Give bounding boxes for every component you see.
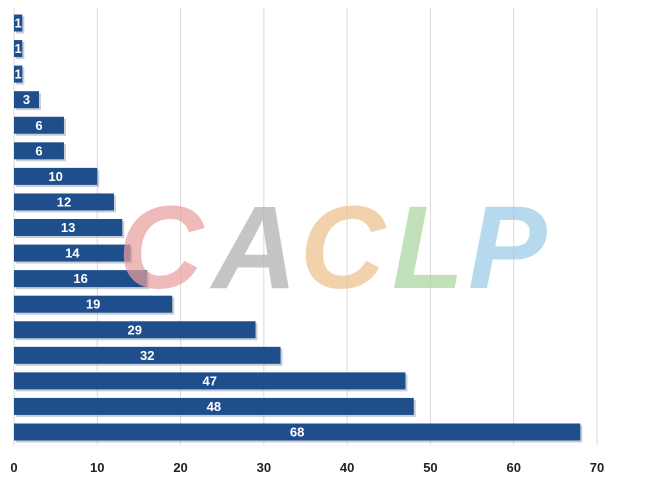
bar-5	[14, 142, 64, 160]
data-label-6: 10	[48, 169, 62, 184]
bar-12	[14, 321, 256, 339]
bar-9	[14, 244, 131, 262]
data-label-10: 16	[73, 271, 87, 286]
watermark-letter-4: P	[468, 182, 547, 314]
data-label-2: 1	[15, 67, 22, 82]
bar-16	[14, 423, 581, 441]
bar-10	[14, 270, 148, 288]
bar-1	[14, 40, 23, 58]
data-label-12: 29	[128, 322, 142, 337]
x-axis-tick-labels: 0 10 20 30 40 50 60 70	[10, 460, 604, 475]
bars	[14, 14, 583, 443]
bar-14	[14, 372, 406, 390]
bar-15	[14, 397, 414, 415]
x-tick-label-5: 50	[423, 460, 437, 475]
data-label-14: 47	[202, 373, 216, 388]
data-label-4: 6	[35, 118, 42, 133]
bar-8	[14, 219, 123, 236]
data-label-8: 13	[61, 220, 75, 235]
data-label-9: 14	[65, 246, 80, 261]
gridlines	[13, 8, 598, 445]
watermark-letter-3: L	[392, 182, 464, 314]
data-label-11: 19	[86, 297, 100, 312]
data-label-16: 68	[290, 425, 304, 440]
bar-0	[14, 14, 23, 32]
bar-11	[14, 295, 173, 313]
data-label-1: 1	[15, 41, 22, 56]
x-tick-label-7: 70	[590, 460, 604, 475]
bar-7	[14, 193, 114, 211]
data-label-0: 1	[15, 16, 22, 31]
data-label-7: 12	[57, 194, 71, 209]
watermark-letter-2: C	[300, 182, 387, 314]
watermark-letter-0: C	[118, 182, 205, 314]
x-tick-label-6: 60	[506, 460, 520, 475]
x-tick-label-2: 20	[173, 460, 187, 475]
bar-6	[14, 167, 98, 185]
data-label-3: 3	[23, 92, 30, 107]
data-label-13: 32	[140, 348, 154, 363]
x-tick-label-1: 10	[90, 460, 104, 475]
bar-4	[14, 116, 64, 134]
data-label-5: 6	[35, 143, 42, 158]
bar-13	[14, 346, 281, 364]
watermark-letter-1: A	[209, 182, 297, 314]
bar-2	[14, 65, 23, 83]
x-tick-label-0: 0	[10, 460, 17, 475]
bar-3	[14, 91, 39, 109]
x-tick-label-3: 30	[257, 460, 271, 475]
x-tick-label-4: 40	[340, 460, 354, 475]
data-label-15: 48	[207, 399, 221, 414]
